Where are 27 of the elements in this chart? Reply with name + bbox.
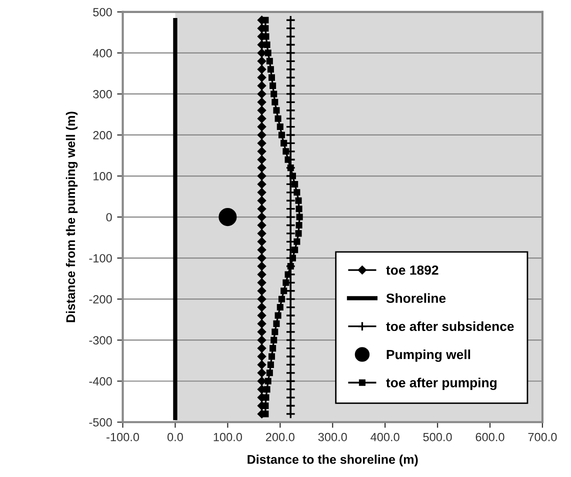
x-tick-label: 0.0 <box>167 432 183 442</box>
y-tick-label: 0 <box>106 213 112 222</box>
x-tick-label: 100.0 <box>214 432 242 442</box>
y-tick-label: 500 <box>93 8 112 16</box>
y-tick-label: -300 <box>89 336 112 344</box>
y-tick-label: 300 <box>93 90 112 98</box>
y-axis-title: Distance from the pumping well (m) <box>66 112 78 322</box>
y-tick-label: -200 <box>89 295 112 304</box>
y-tick-label: -100 <box>89 254 112 262</box>
x-tick-label: -100.0 <box>106 432 140 442</box>
legend-label: toe after subsidence <box>386 321 514 332</box>
y-tick-label: -400 <box>89 377 112 386</box>
x-axis-title: Distance to the shoreline (m) <box>248 454 418 466</box>
y-tick-label: -500 <box>89 418 112 427</box>
x-tick-label: 700.0 <box>528 432 557 442</box>
x-tick-label: 500.0 <box>423 432 452 442</box>
legend-label: Pumping well <box>386 350 470 362</box>
legend-label: toe after pumping <box>386 378 496 390</box>
y-tick-label: 400 <box>92 48 112 58</box>
x-tick-label: 200.0 <box>266 432 294 442</box>
x-tick-label: 300.0 <box>318 432 347 442</box>
x-tick-label: 600.0 <box>476 432 504 442</box>
legend-label: toe 1892 <box>386 265 438 275</box>
x-tick-label: 400.0 <box>370 432 400 442</box>
y-tick-label: 200 <box>93 131 112 140</box>
y-tick-label: 100 <box>94 172 112 180</box>
legend-label: Shoreline <box>386 293 446 303</box>
